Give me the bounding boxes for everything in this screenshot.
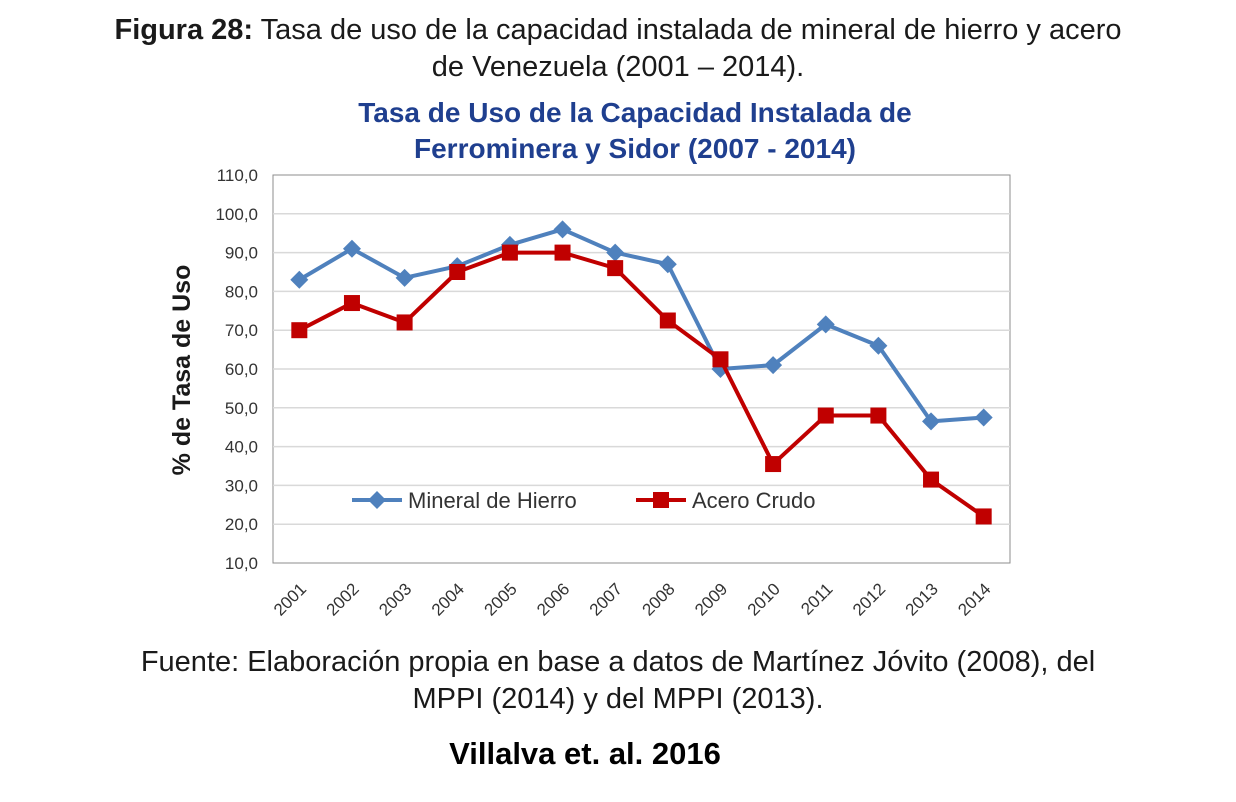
data-point xyxy=(975,508,992,525)
series xyxy=(290,220,993,525)
data-point xyxy=(396,314,413,331)
chart-title: Tasa de Uso de la Capacidad Instalada de… xyxy=(250,95,1020,167)
y-tick-label: 100,0 xyxy=(215,205,258,224)
data-point xyxy=(290,270,309,289)
data-point xyxy=(291,322,308,339)
x-tick-label: 2008 xyxy=(638,579,678,619)
figure-label: Figura 28: xyxy=(114,14,254,46)
y-tick-label: 90,0 xyxy=(225,244,258,263)
data-point xyxy=(501,244,518,261)
x-tick-label: 2004 xyxy=(428,579,468,619)
x-tick-label: 2002 xyxy=(323,579,363,619)
source-line2: MPPI (2014) y del MPPI (2013). xyxy=(412,683,824,715)
x-tick-label: 2005 xyxy=(481,579,521,619)
x-axis-ticks: 2001 2002 2003 2004 2005 2006 2007 2008 2009 2010… xyxy=(270,579,995,619)
source-note: Fuente: Elaboración propia en base a dat… xyxy=(0,644,1236,718)
y-tick-label: 70,0 xyxy=(225,321,258,340)
y-tick-label: 110,0 xyxy=(217,166,258,185)
figure-caption-line1: Figura 28: Tasa de uso de la capacidad i… xyxy=(0,12,1236,49)
series-acero-crudo xyxy=(291,244,992,525)
data-point xyxy=(607,260,624,277)
x-tick-label: 2006 xyxy=(533,579,573,619)
y-tick-label: 30,0 xyxy=(225,476,258,495)
data-point xyxy=(659,312,676,329)
y-tick-label: 10,0 xyxy=(225,554,258,573)
y-tick-label: 60,0 xyxy=(225,360,258,379)
credit: Villalva et. al. 2016 xyxy=(449,736,721,771)
series-line-mineral-de-hierro xyxy=(298,227,984,424)
x-tick-label: 2011 xyxy=(797,579,836,618)
figure-title-line1: Tasa de uso de la capacidad instalada de… xyxy=(260,14,1122,46)
y-tick-label: 80,0 xyxy=(225,282,258,301)
x-tick-label: 2003 xyxy=(375,579,415,619)
data-point xyxy=(712,351,729,368)
legend: Mineral de Hierro Acero Crudo xyxy=(352,488,816,513)
y-axis-label: % de Tasa de Uso xyxy=(168,265,196,476)
legend-item: Mineral de Hierro xyxy=(352,488,577,513)
x-tick-label: 2007 xyxy=(586,579,626,619)
data-point xyxy=(869,336,888,355)
data-point xyxy=(553,220,572,239)
data-point xyxy=(765,456,782,473)
data-point xyxy=(395,268,414,287)
data-point xyxy=(342,239,361,258)
y-axis-ticks: 10,0 20,0 30,0 40,0 50,0 60,0 70,0 80,0 90,0 100,… xyxy=(215,166,258,573)
y-tick-label: 20,0 xyxy=(225,515,258,534)
y-tick-label: 40,0 xyxy=(225,438,258,457)
x-tick-label: 2014 xyxy=(954,579,994,619)
data-point xyxy=(923,471,940,488)
data-point xyxy=(658,255,677,274)
data-point xyxy=(764,356,783,375)
legend-label: Acero Crudo xyxy=(692,488,816,513)
chart-title-line2: Ferrominera y Sidor (2007 - 2014) xyxy=(414,133,856,164)
data-point xyxy=(606,243,625,262)
data-point xyxy=(816,315,835,334)
data-point xyxy=(449,264,466,280)
series-mineral-de-hierro xyxy=(290,220,993,431)
legend-item: Acero Crudo xyxy=(636,488,816,513)
x-tick-label: 2001 xyxy=(270,579,310,619)
x-tick-label: 2012 xyxy=(849,579,889,619)
data-point xyxy=(974,408,993,427)
series-line-acero-crudo xyxy=(298,250,985,519)
data-point xyxy=(554,244,571,261)
data-point xyxy=(817,407,834,424)
x-tick-label: 2013 xyxy=(902,579,942,619)
figure-caption: Figura 28: Tasa de uso de la capacidad i… xyxy=(0,12,1236,86)
data-point xyxy=(870,407,887,424)
figure-title-line2: de Venezuela (2001 – 2014). xyxy=(431,51,805,83)
chart-title-line1: Tasa de Uso de la Capacidad Instalada de xyxy=(358,97,912,128)
data-point xyxy=(343,295,360,312)
x-tick-label: 2010 xyxy=(744,579,784,619)
legend-marker xyxy=(653,492,669,508)
y-tick-label: 50,0 xyxy=(225,399,258,418)
source-line1: Fuente: Elaboración propia en base a dat… xyxy=(140,646,1096,678)
data-point xyxy=(922,412,941,431)
legend-marker xyxy=(368,491,386,509)
gridlines xyxy=(273,213,1010,525)
legend-label: Mineral de Hierro xyxy=(408,488,577,513)
x-tick-label: 2009 xyxy=(691,579,731,619)
